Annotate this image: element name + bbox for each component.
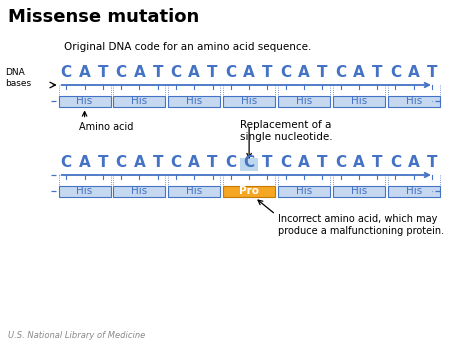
Text: T: T xyxy=(98,65,108,80)
Text: C: C xyxy=(115,155,127,170)
Text: C: C xyxy=(171,155,181,170)
Text: A: A xyxy=(408,155,419,170)
Text: T: T xyxy=(262,155,273,170)
Text: His: His xyxy=(186,186,202,196)
Text: T: T xyxy=(372,65,382,80)
Text: T: T xyxy=(317,155,327,170)
Text: C: C xyxy=(225,65,237,80)
Text: Incorrect amino acid, which may
produce a malfunctioning protein.: Incorrect amino acid, which may produce … xyxy=(277,215,444,236)
Text: T: T xyxy=(262,65,273,80)
Text: A: A xyxy=(133,155,145,170)
Text: Original DNA code for an amino acid sequence.: Original DNA code for an amino acid sequ… xyxy=(65,42,312,52)
Text: His: His xyxy=(186,96,202,106)
Text: His: His xyxy=(241,96,257,106)
Text: C: C xyxy=(390,65,401,80)
Text: T: T xyxy=(152,155,163,170)
Text: A: A xyxy=(133,65,145,80)
Text: C: C xyxy=(244,155,255,170)
Text: C: C xyxy=(61,155,72,170)
Text: T: T xyxy=(207,155,218,170)
Text: His: His xyxy=(296,186,312,196)
Text: DNA
bases: DNA bases xyxy=(5,68,31,88)
Text: A: A xyxy=(408,65,419,80)
Text: A: A xyxy=(298,155,310,170)
Text: C: C xyxy=(390,155,401,170)
Bar xyxy=(114,186,165,196)
Text: T: T xyxy=(372,155,382,170)
Text: His: His xyxy=(76,96,93,106)
Bar xyxy=(223,96,275,106)
Text: A: A xyxy=(79,65,90,80)
Text: A: A xyxy=(353,155,365,170)
Text: His: His xyxy=(76,186,93,196)
Text: A: A xyxy=(79,155,90,170)
Text: T: T xyxy=(317,65,327,80)
Bar xyxy=(388,186,440,196)
Bar xyxy=(58,96,111,106)
Text: Missense mutation: Missense mutation xyxy=(8,8,199,26)
Text: C: C xyxy=(280,155,291,170)
Text: His: His xyxy=(351,186,367,196)
Text: His: His xyxy=(406,96,422,106)
Bar xyxy=(240,158,258,170)
Bar xyxy=(333,186,385,196)
Text: T: T xyxy=(427,65,437,80)
Text: T: T xyxy=(98,155,108,170)
Text: C: C xyxy=(171,65,181,80)
Text: C: C xyxy=(61,65,72,80)
Text: U.S. National Library of Medicine: U.S. National Library of Medicine xyxy=(8,331,145,340)
Text: Pro: Pro xyxy=(239,186,259,196)
Text: C: C xyxy=(335,155,346,170)
Bar xyxy=(278,186,330,196)
Text: A: A xyxy=(189,65,200,80)
Text: T: T xyxy=(207,65,218,80)
Bar xyxy=(114,96,165,106)
Bar xyxy=(168,186,220,196)
Bar xyxy=(168,96,220,106)
Text: C: C xyxy=(115,65,127,80)
Bar xyxy=(278,96,330,106)
Bar xyxy=(388,96,440,106)
Bar xyxy=(58,186,111,196)
Text: His: His xyxy=(131,186,148,196)
Text: A: A xyxy=(353,65,365,80)
Text: His: His xyxy=(296,96,312,106)
Text: His: His xyxy=(131,96,148,106)
Text: C: C xyxy=(280,65,291,80)
Bar xyxy=(223,186,275,196)
Text: T: T xyxy=(427,155,437,170)
Text: His: His xyxy=(351,96,367,106)
Text: C: C xyxy=(225,155,237,170)
Text: Amino acid: Amino acid xyxy=(79,121,133,132)
Text: C: C xyxy=(335,65,346,80)
Text: A: A xyxy=(189,155,200,170)
Text: His: His xyxy=(406,186,422,196)
Text: A: A xyxy=(298,65,310,80)
Text: Replacement of a
single nucleotide.: Replacement of a single nucleotide. xyxy=(240,120,332,142)
Text: T: T xyxy=(152,65,163,80)
Text: A: A xyxy=(243,65,255,80)
Bar xyxy=(333,96,385,106)
